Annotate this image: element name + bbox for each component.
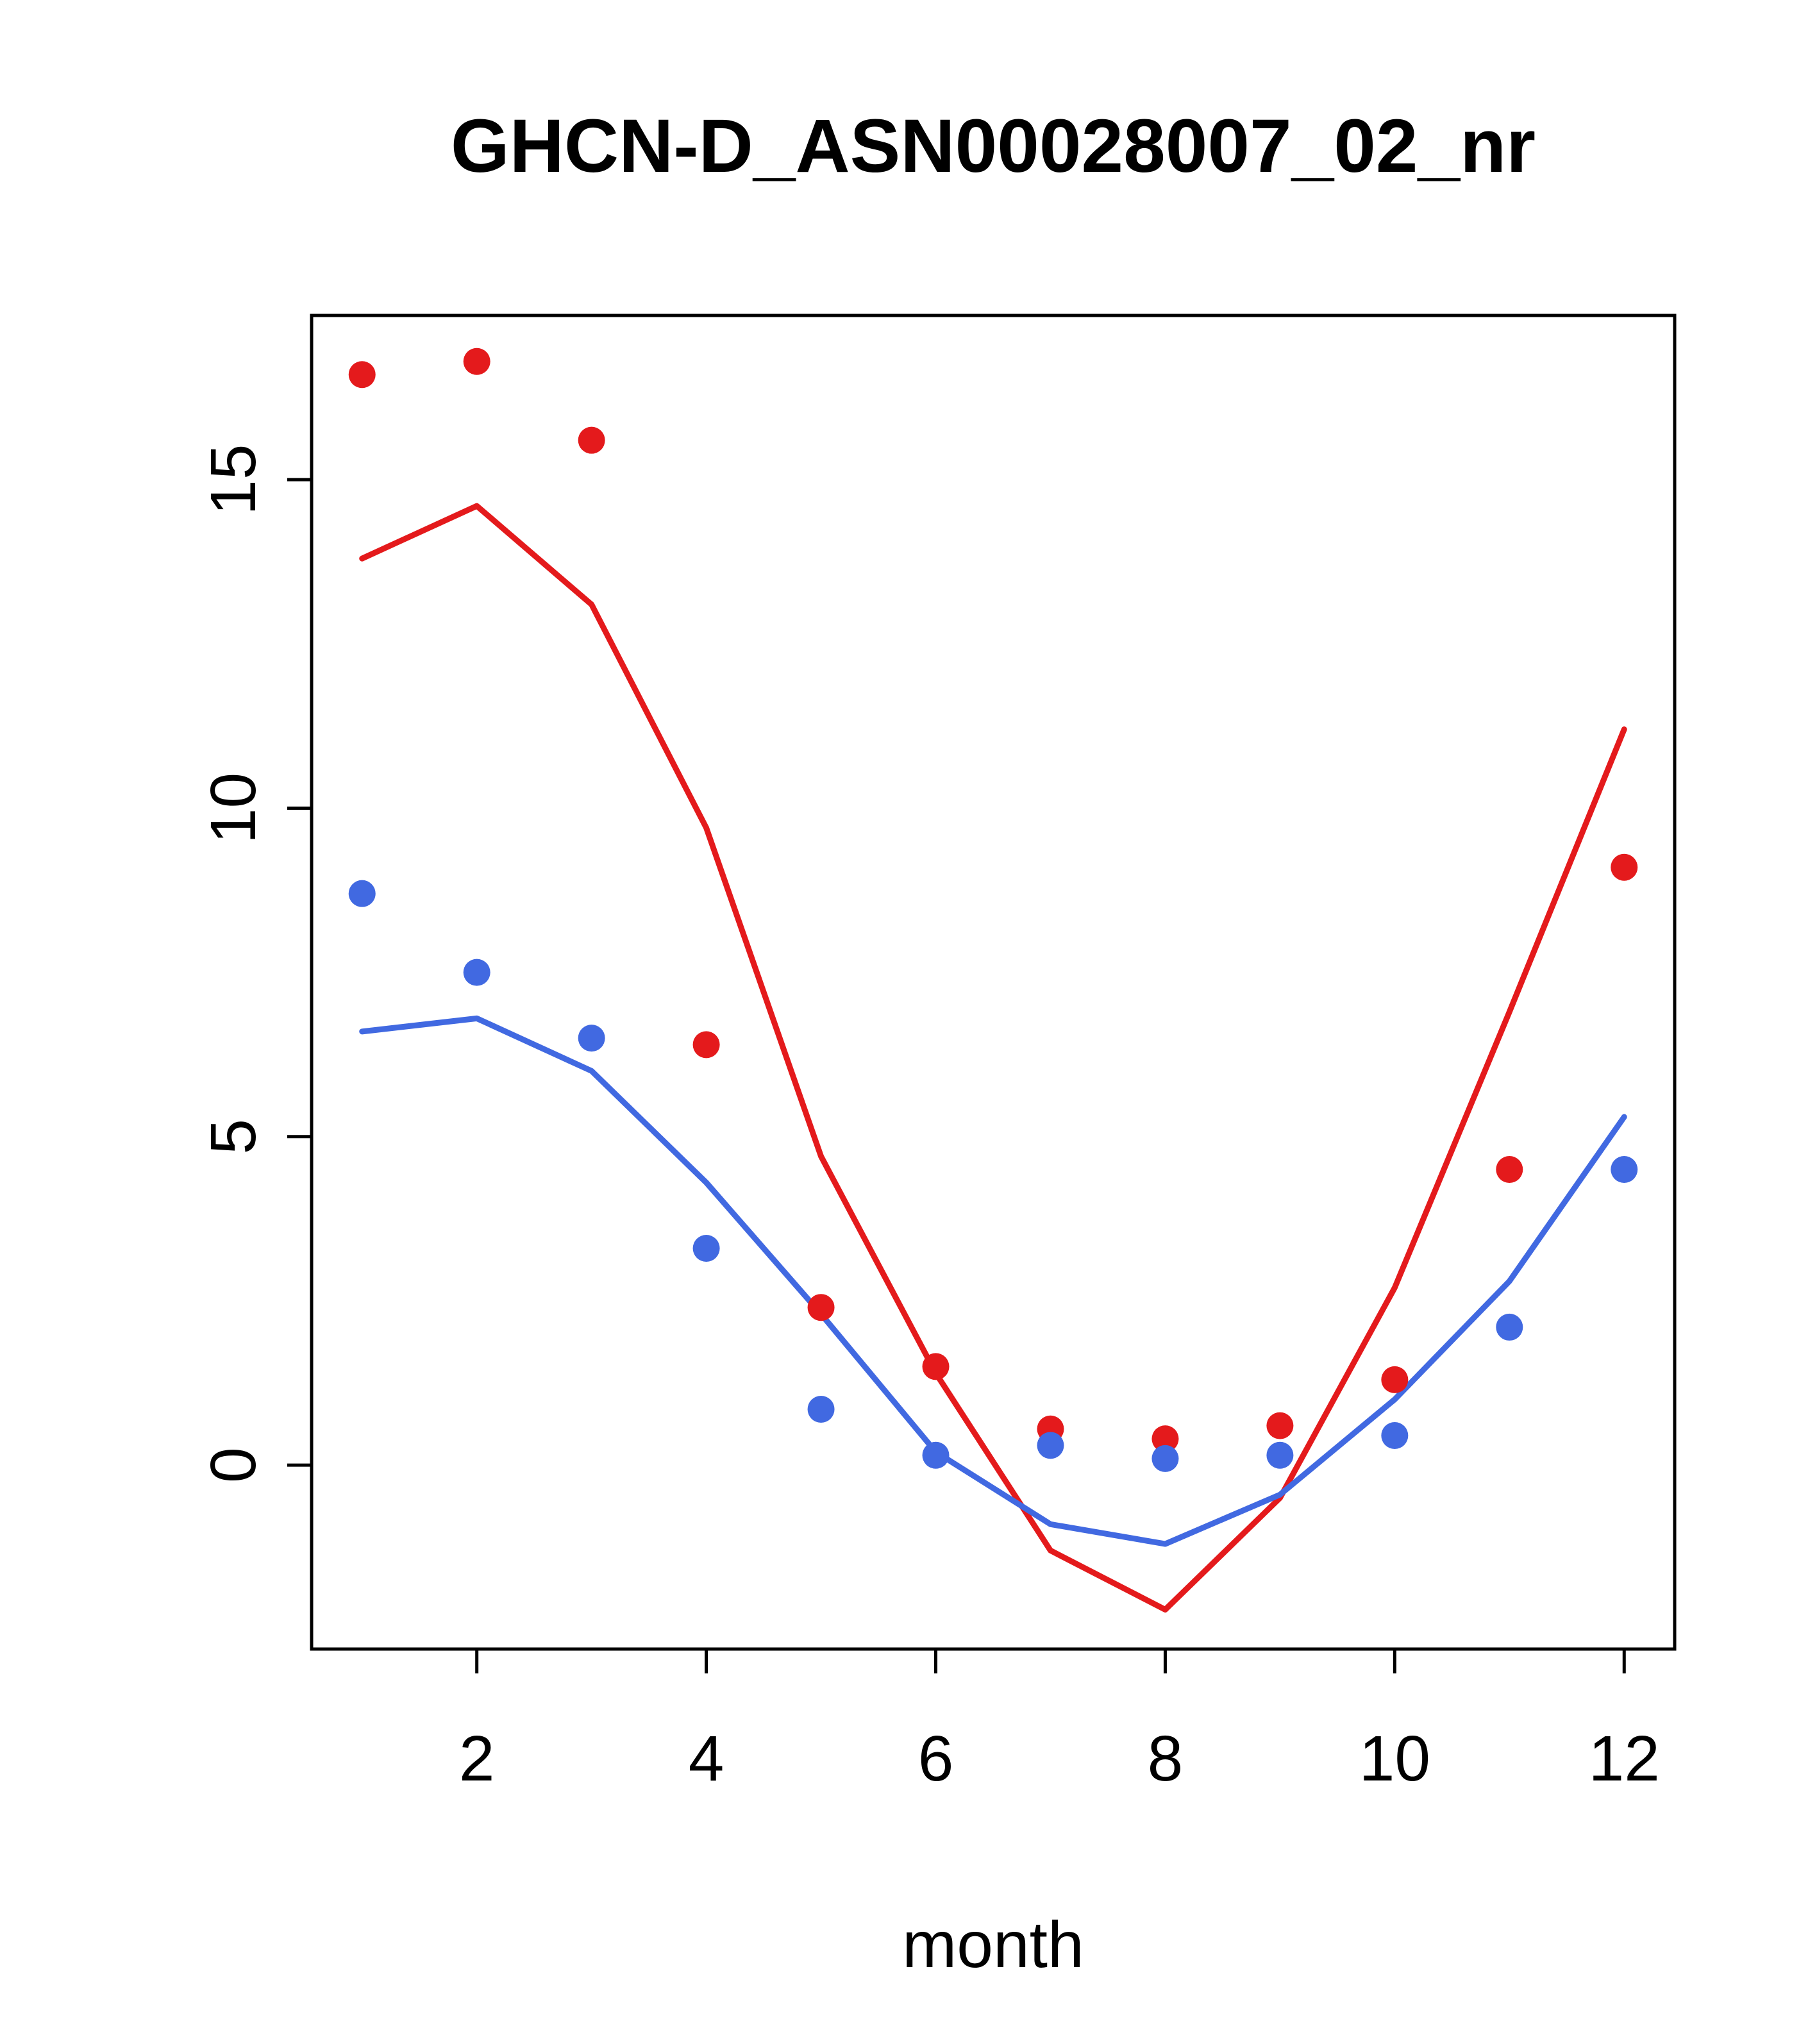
series-red-points-marker xyxy=(807,1294,835,1321)
series-blue-points-marker xyxy=(692,1234,720,1262)
series-blue-points-marker xyxy=(1266,1441,1294,1469)
x-tick-label: 6 xyxy=(918,1723,954,1795)
x-axis-label: month xyxy=(902,1908,1084,1981)
series-red-points-marker xyxy=(578,426,605,454)
series-blue-points-marker xyxy=(1496,1313,1523,1341)
series-blue-points-marker xyxy=(1611,1156,1638,1184)
series-red-points-marker xyxy=(1381,1366,1409,1393)
series-red-points-marker xyxy=(692,1031,720,1059)
series-red-points-marker xyxy=(1496,1156,1523,1184)
series-blue-points-marker xyxy=(463,959,490,986)
y-tick-label: 15 xyxy=(197,444,269,515)
series-red-points-marker xyxy=(1611,853,1638,881)
x-tick-label: 2 xyxy=(459,1723,495,1795)
series-red-points-marker xyxy=(348,361,376,389)
y-tick-label: 10 xyxy=(197,773,269,844)
x-tick-label: 12 xyxy=(1589,1723,1660,1795)
series-red-points-marker xyxy=(1151,1425,1179,1453)
x-tick-label: 8 xyxy=(1148,1723,1184,1795)
series-red-line xyxy=(359,503,1627,1613)
plot-border xyxy=(310,314,1677,1651)
series-blue-points-marker xyxy=(578,1025,605,1052)
series-red-points-marker xyxy=(463,348,490,375)
series-red-points-marker xyxy=(922,1353,950,1380)
chart-title: GHCN-D_ASN00028007_02_nr xyxy=(450,104,1536,188)
y-tick-label: 5 xyxy=(197,1119,269,1155)
series-blue-points-marker xyxy=(348,880,376,907)
series-blue-points-marker xyxy=(1037,1432,1064,1459)
series-red-points-marker xyxy=(1266,1412,1294,1439)
series-blue-points-marker xyxy=(807,1396,835,1423)
series-blue-line xyxy=(359,1015,1627,1547)
x-tick-label: 4 xyxy=(689,1723,724,1795)
y-tick-label: 0 xyxy=(197,1447,269,1483)
series-blue-points-marker xyxy=(1151,1445,1179,1472)
series-blue-points-marker xyxy=(1381,1421,1409,1449)
x-tick-label: 10 xyxy=(1359,1723,1430,1795)
series-blue-points-marker xyxy=(922,1441,950,1469)
